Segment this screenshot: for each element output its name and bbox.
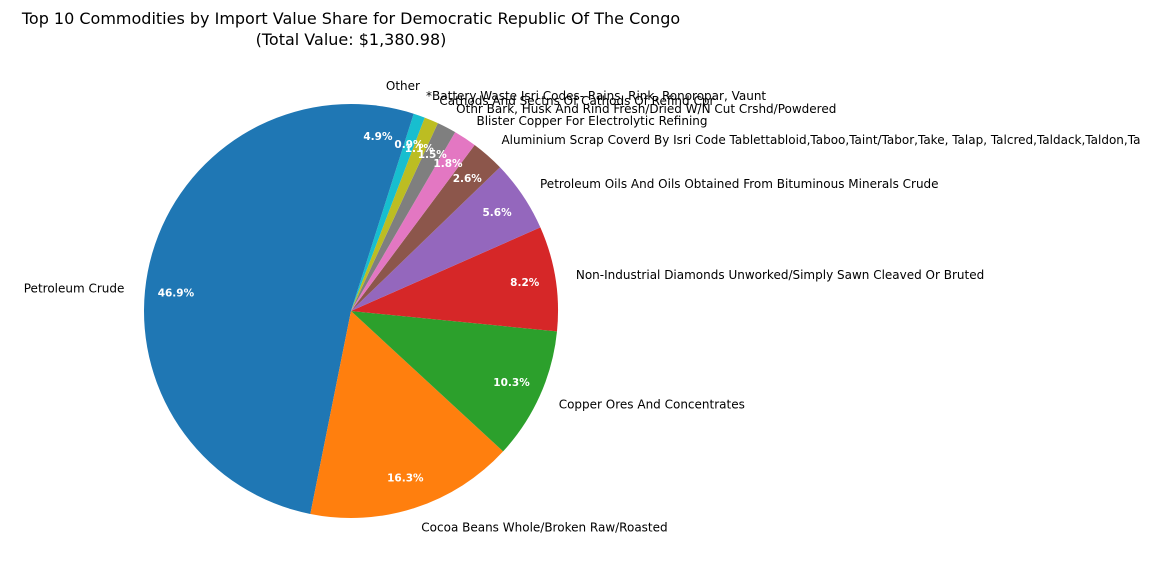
chart-subtitle: (Total Value: $1,380.98)	[256, 30, 447, 49]
pie-category-label: *Battery Waste Isri Codes- Rains, Rink, …	[426, 89, 766, 103]
pie-category-labels: Petroleum Crude Cocoa Beans Whole/Broken …	[24, 79, 1141, 535]
pie-slice	[351, 104, 414, 311]
pie-percent-label: 8.2%	[510, 277, 540, 289]
pie-category-label: Cathods And Sectns Of Cathods Of Refind …	[439, 94, 714, 108]
pie-category-label: Petroleum Oils And Oils Obtained From Bi…	[540, 177, 939, 191]
pie-slice	[351, 123, 456, 311]
pie-category-label: Other	[386, 79, 420, 93]
pie-slice	[351, 167, 541, 311]
pie-category-label: Aluminium Scrap Coverd By Isri Code Tabl…	[501, 133, 1140, 147]
pie-percent-labels: 46.9% 16.3% 10.3% 8.2% 5.6% 2.6% 1.8%1.5%1.1%0…	[158, 131, 540, 484]
pie-percent-label: 46.9%	[158, 288, 195, 300]
pie-percent-label: 10.3%	[493, 377, 530, 389]
pie-percent-label: 16.3%	[387, 472, 424, 484]
pie-slice	[351, 311, 557, 452]
pie-percent-label: 1.1%	[405, 143, 435, 155]
chart-title: Top 10 Commodities by Import Value Share…	[21, 9, 680, 28]
pie-slice	[351, 113, 425, 311]
pie-category-label: Copper Ores And Concentrates	[559, 397, 745, 411]
pie-category-label: Petroleum Crude	[24, 282, 125, 296]
pie-slice	[351, 132, 475, 311]
pie-slice	[144, 104, 351, 514]
pie-slice	[351, 117, 438, 311]
pie-percent-label: 4.9%	[363, 131, 393, 143]
pie-category-label: Cocoa Beans Whole/Broken Raw/Roasted	[421, 521, 667, 535]
pie-slices	[144, 104, 558, 518]
pie-slice	[351, 144, 500, 311]
pie-category-label: Blister Copper For Electrolytic Refining	[476, 114, 707, 128]
pie-percent-label: 1.5%	[418, 149, 448, 161]
pie-percent-label: 1.8%	[433, 158, 463, 170]
pie-percent-label: 0.9%	[394, 139, 424, 151]
pie-slice	[351, 227, 558, 332]
pie-percent-label: 5.6%	[482, 207, 512, 219]
pie-category-label: Non-Industrial Diamonds Unworked/Simply …	[576, 268, 984, 282]
pie-category-label: Othr Bark, Husk And Rind Fresh/Dried W/N…	[456, 102, 836, 116]
pie-slice	[310, 311, 504, 518]
pie-percent-label: 2.6%	[453, 173, 483, 185]
